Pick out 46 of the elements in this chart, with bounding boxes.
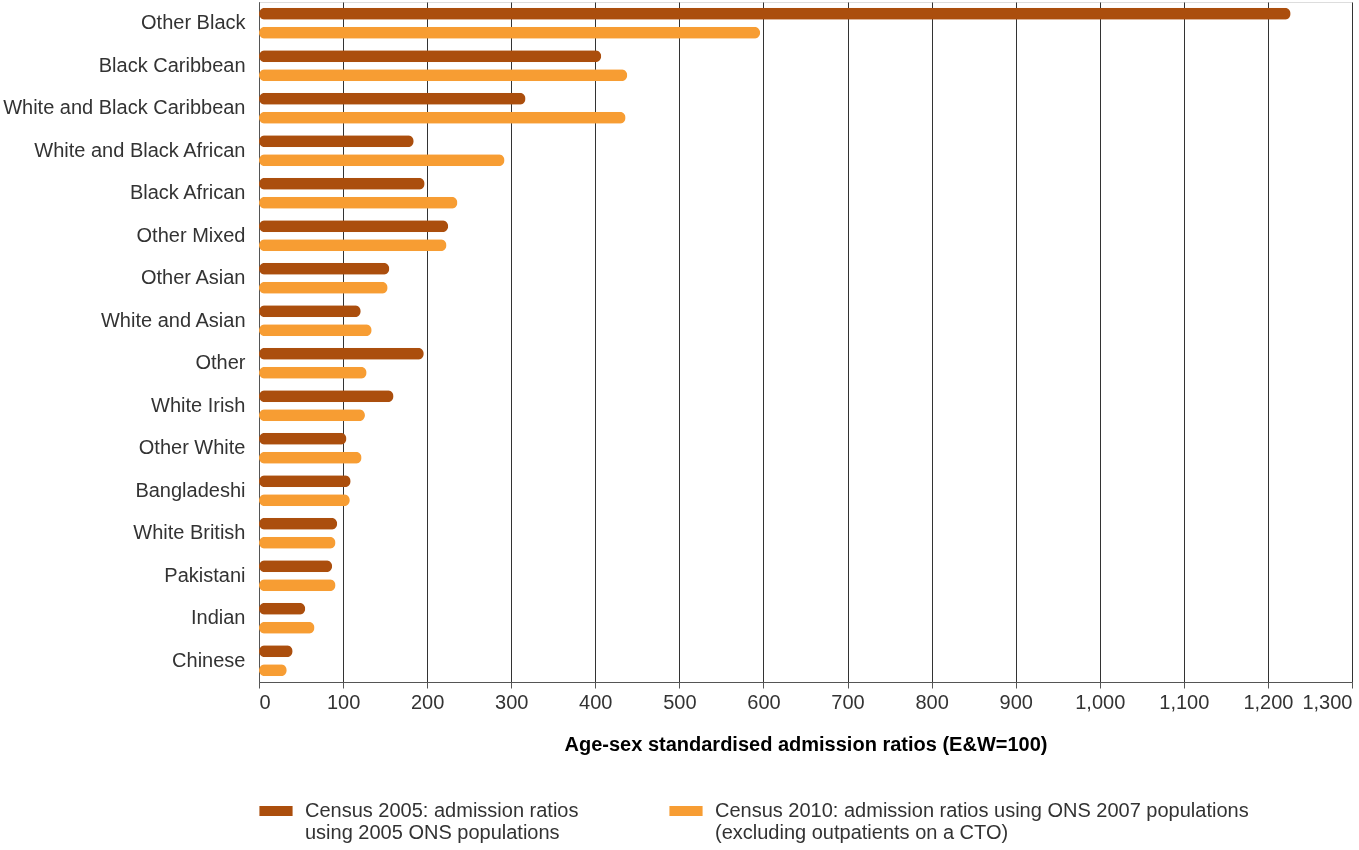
y-tick-label: Other White (138, 436, 246, 459)
bar (259, 135, 414, 148)
bar (259, 196, 458, 209)
x-tick-label: 1,100 (1159, 690, 1210, 713)
y-tick-label: Other Mixed (136, 223, 246, 246)
y-tick-label: Other (195, 351, 246, 374)
bar (259, 154, 505, 167)
x-tick-label: 300 (495, 690, 529, 713)
x-tick-label: 800 (915, 690, 949, 713)
legend-label: Census 2005: admission ratios using 2005 ONS populations (305, 799, 579, 843)
y-tick-label: Indian (191, 606, 246, 629)
x-tick-label: 1,000 (1075, 690, 1126, 713)
y-tick-label: Other Black (141, 11, 247, 34)
bar (259, 92, 526, 105)
x-tick-label: 100 (326, 690, 361, 713)
bar (259, 239, 447, 252)
x-tick-label: 500 (663, 690, 697, 713)
y-tick-label: Bangladeshi (135, 478, 246, 501)
y-tick-label: Black African (129, 181, 246, 204)
y-tick-label: White British (133, 521, 246, 544)
y-tick-label: White and Black Caribbean (3, 96, 246, 119)
y-tick-label: Pakistani (164, 563, 246, 586)
bar (259, 26, 761, 39)
y-tick-label: White and Black African (34, 138, 246, 161)
x-tick-label: 400 (579, 690, 613, 713)
bar (259, 347, 424, 360)
x-tick-label: 200 (410, 690, 445, 713)
x-tick-label: 1,300 (1302, 690, 1353, 713)
bar (259, 177, 425, 190)
bar (259, 69, 628, 82)
legend-label: Census 2010: admission ratios using ONS 2007 populations (excluding outpatients on a CTO) (715, 799, 1249, 843)
x-tick-label: 0 (259, 690, 271, 713)
y-tick-label: Chinese (172, 648, 246, 671)
x-tick-label: 600 (747, 690, 781, 713)
y-tick-label: Black Caribbean (98, 53, 246, 76)
y-tick-label: White Irish (151, 393, 246, 416)
x-tick-label: 900 (999, 690, 1033, 713)
bar (259, 50, 602, 63)
x-tick-label: 700 (831, 690, 865, 713)
x-tick-label: 1,200 (1243, 690, 1294, 713)
y-tick-label: White and Asian (100, 308, 246, 331)
bar (259, 7, 1291, 20)
bar (259, 220, 449, 233)
bar (259, 111, 626, 124)
y-tick-label: Other Asian (140, 266, 246, 289)
x-axis-title: Age-sex standardised admission ratios (E&W=100) (564, 732, 1048, 755)
